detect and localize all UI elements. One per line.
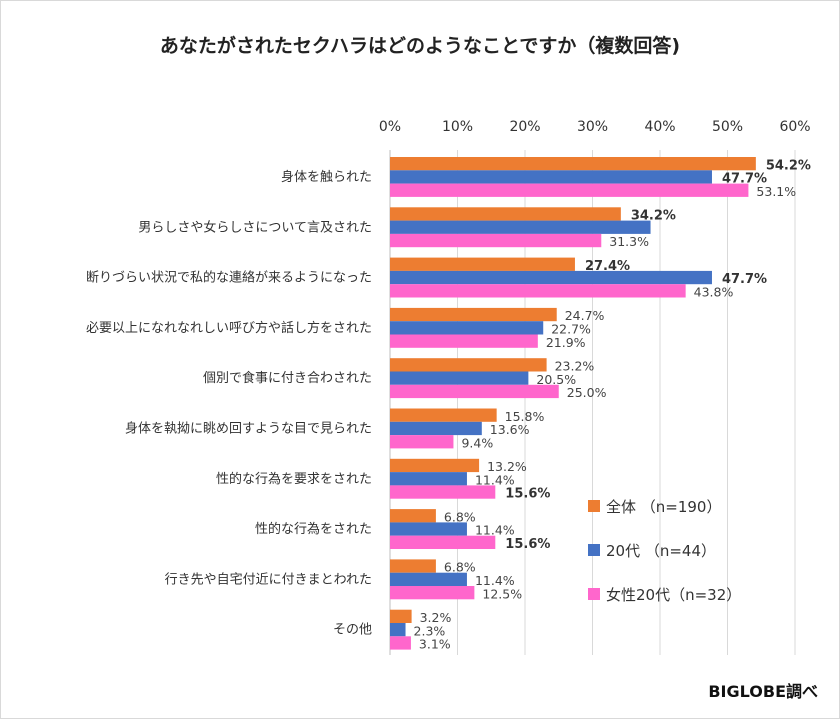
category-label: 必要以上になれなれしい呼び方や話し方をされた bbox=[86, 320, 372, 336]
bar bbox=[390, 220, 651, 234]
legend-label: 女性20代（n=32） bbox=[606, 586, 741, 604]
data-label: 12.5% bbox=[482, 586, 522, 601]
data-label: 25.0% bbox=[567, 385, 607, 400]
x-tick-label: 20% bbox=[509, 119, 540, 135]
bar bbox=[390, 609, 412, 623]
data-label: 15.6% bbox=[505, 537, 550, 552]
x-tick-label: 60% bbox=[779, 119, 810, 135]
bar bbox=[390, 636, 411, 650]
category-label: 身体を触られた bbox=[281, 169, 372, 185]
data-label: 11.4% bbox=[475, 472, 515, 487]
data-label: 27.4% bbox=[585, 259, 630, 274]
bar bbox=[390, 270, 712, 285]
bar bbox=[390, 207, 621, 221]
data-label: 3.2% bbox=[420, 610, 452, 625]
bar bbox=[390, 358, 547, 372]
bar bbox=[390, 257, 575, 271]
bar bbox=[390, 321, 544, 335]
data-label: 6.8% bbox=[444, 509, 476, 524]
data-label: 23.2% bbox=[555, 359, 595, 374]
bar bbox=[390, 371, 529, 385]
data-label: 2.3% bbox=[414, 623, 446, 638]
data-label: 15.6% bbox=[505, 487, 550, 502]
data-label: 6.8% bbox=[444, 560, 476, 575]
x-tick-label: 10% bbox=[442, 119, 473, 135]
x-tick-label: 30% bbox=[577, 119, 608, 135]
category-label: 行き先や自宅付近に付きまとわれた bbox=[165, 572, 372, 587]
bar bbox=[390, 623, 406, 637]
data-label: 11.4% bbox=[475, 573, 515, 588]
category-label: 個別で食事に付き合わされた bbox=[203, 370, 372, 386]
bar bbox=[390, 485, 496, 499]
bar bbox=[390, 408, 497, 422]
data-label: 47.7% bbox=[722, 272, 767, 287]
data-label: 21.9% bbox=[546, 335, 586, 350]
data-label: 15.8% bbox=[505, 409, 545, 424]
data-label: 3.1% bbox=[419, 637, 451, 652]
bar bbox=[390, 559, 436, 573]
x-tick-label: 50% bbox=[712, 119, 743, 135]
legend-swatch bbox=[588, 500, 600, 512]
bar bbox=[390, 458, 480, 473]
category-label: その他 bbox=[333, 623, 372, 638]
data-label: 24.7% bbox=[565, 308, 605, 323]
data-label: 34.2% bbox=[631, 209, 676, 224]
bar bbox=[390, 183, 749, 197]
category-label: 性的な行為を要求をされた bbox=[216, 471, 372, 487]
x-tick-label: 0% bbox=[379, 119, 401, 135]
bar bbox=[390, 384, 559, 399]
bar bbox=[390, 435, 454, 449]
legend-swatch bbox=[588, 588, 600, 600]
bar bbox=[390, 509, 436, 523]
category-label: 男らしさや女らしさについて言及された bbox=[138, 219, 372, 235]
category-label: 断りづらい状況で私的な連絡が来るようになった bbox=[86, 270, 372, 286]
data-label: 54.2% bbox=[766, 158, 811, 173]
data-label: 13.6% bbox=[490, 422, 530, 437]
data-label: 53.1% bbox=[756, 184, 796, 199]
data-label: 47.7% bbox=[722, 172, 767, 187]
bar bbox=[390, 284, 686, 298]
bar bbox=[390, 522, 467, 536]
bar bbox=[390, 170, 712, 184]
bar bbox=[390, 535, 496, 549]
bar bbox=[390, 421, 482, 436]
data-label: 9.4% bbox=[461, 435, 493, 450]
bar bbox=[390, 307, 557, 322]
bar bbox=[390, 157, 756, 171]
category-label: 性的な行為をされた bbox=[255, 521, 372, 537]
bar bbox=[390, 572, 467, 586]
data-label: 43.8% bbox=[694, 285, 734, 300]
legend-label: 全体 （n=190） bbox=[606, 498, 721, 516]
data-label: 22.7% bbox=[551, 322, 591, 337]
bar bbox=[390, 586, 475, 600]
legend-label: 20代 （n=44） bbox=[606, 542, 716, 560]
data-label: 13.2% bbox=[487, 459, 527, 474]
data-label: 20.5% bbox=[536, 372, 576, 387]
data-label: 11.4% bbox=[475, 523, 515, 538]
source-note: BIGLOBE調べ bbox=[708, 682, 818, 701]
bar bbox=[390, 472, 467, 486]
chart-title: あなたがされたセクハラはどのようなことですか（複数回答) bbox=[160, 34, 680, 57]
bar bbox=[390, 334, 538, 348]
data-label: 31.3% bbox=[609, 234, 649, 249]
legend-swatch bbox=[588, 544, 600, 556]
category-label: 身体を執拗に眺め回すような目で見られた bbox=[125, 421, 372, 437]
x-tick-label: 40% bbox=[644, 119, 675, 135]
bar bbox=[390, 233, 602, 248]
